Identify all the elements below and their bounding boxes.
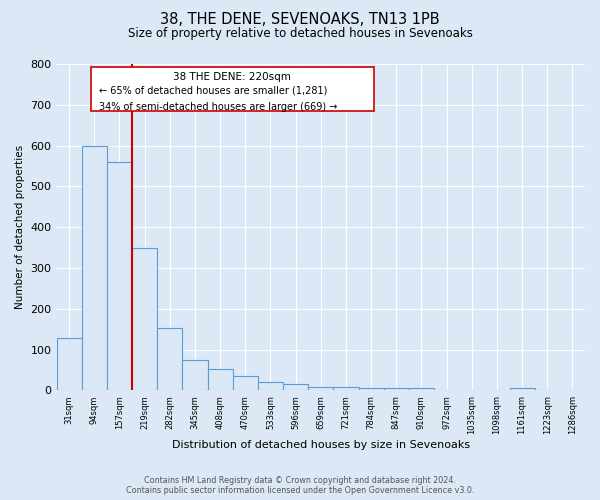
- Bar: [509, 388, 535, 390]
- Bar: [208, 369, 233, 390]
- Bar: [383, 388, 409, 390]
- Text: Size of property relative to detached houses in Sevenoaks: Size of property relative to detached ho…: [128, 28, 472, 40]
- Bar: [182, 360, 208, 390]
- FancyBboxPatch shape: [91, 68, 374, 112]
- Bar: [283, 384, 308, 390]
- Bar: [82, 146, 107, 390]
- Bar: [308, 387, 334, 390]
- Bar: [132, 248, 157, 390]
- Bar: [56, 338, 82, 390]
- Text: 34% of semi-detached houses are larger (669) →: 34% of semi-detached houses are larger (…: [99, 102, 337, 112]
- Text: Contains HM Land Registry data © Crown copyright and database right 2024.
Contai: Contains HM Land Registry data © Crown c…: [126, 476, 474, 495]
- Bar: [107, 162, 132, 390]
- Bar: [258, 382, 283, 390]
- Bar: [334, 387, 359, 390]
- Bar: [359, 388, 383, 390]
- Text: 38, THE DENE, SEVENOAKS, TN13 1PB: 38, THE DENE, SEVENOAKS, TN13 1PB: [160, 12, 440, 28]
- Bar: [409, 388, 434, 390]
- Bar: [157, 328, 182, 390]
- Bar: [233, 376, 258, 390]
- Text: 38 THE DENE: 220sqm: 38 THE DENE: 220sqm: [173, 72, 291, 82]
- Y-axis label: Number of detached properties: Number of detached properties: [15, 145, 25, 310]
- Text: ← 65% of detached houses are smaller (1,281): ← 65% of detached houses are smaller (1,…: [99, 86, 327, 96]
- X-axis label: Distribution of detached houses by size in Sevenoaks: Distribution of detached houses by size …: [172, 440, 470, 450]
